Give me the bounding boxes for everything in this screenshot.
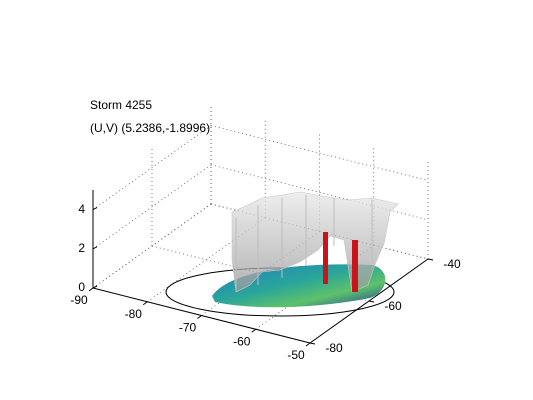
z-tick-label: 4 (78, 202, 85, 216)
storm-cell (323, 232, 328, 284)
x-tick (251, 328, 257, 333)
grid-line (92, 203, 212, 289)
z-tick (92, 285, 98, 289)
x-tick-label: -70 (179, 321, 197, 335)
x-tick-label: -60 (233, 334, 251, 348)
x-tick-label: -50 (287, 348, 305, 362)
x-tick-label: -90 (70, 293, 88, 307)
z-tick-label: 2 (78, 241, 85, 255)
grid-line (92, 125, 212, 210)
y-tick-label: -60 (384, 299, 402, 313)
grid-line (92, 164, 212, 250)
y-tick-label: -40 (443, 257, 461, 271)
chart-subtitle: (U,V) (5.2386,-1.8996) (90, 121, 210, 135)
x-tick (305, 342, 311, 347)
y-tick (427, 258, 434, 261)
x-tick-label: -80 (125, 307, 143, 321)
axes: -90 -80 -70 -60 -50 -80 -60 -40 0 2 4 (70, 190, 461, 362)
y-tick-label: -80 (325, 341, 343, 355)
x-tick (88, 287, 94, 292)
z-tick (92, 207, 98, 211)
z-tick (92, 246, 98, 250)
surface-shading (235, 195, 373, 292)
chart-title: Storm 4255 (90, 98, 152, 112)
x-tick (197, 315, 202, 319)
y-tick (368, 300, 375, 303)
storm-cell (352, 240, 358, 292)
z-tick-label: 0 (78, 280, 85, 294)
x-tick (142, 301, 148, 306)
y-tick (309, 342, 316, 345)
